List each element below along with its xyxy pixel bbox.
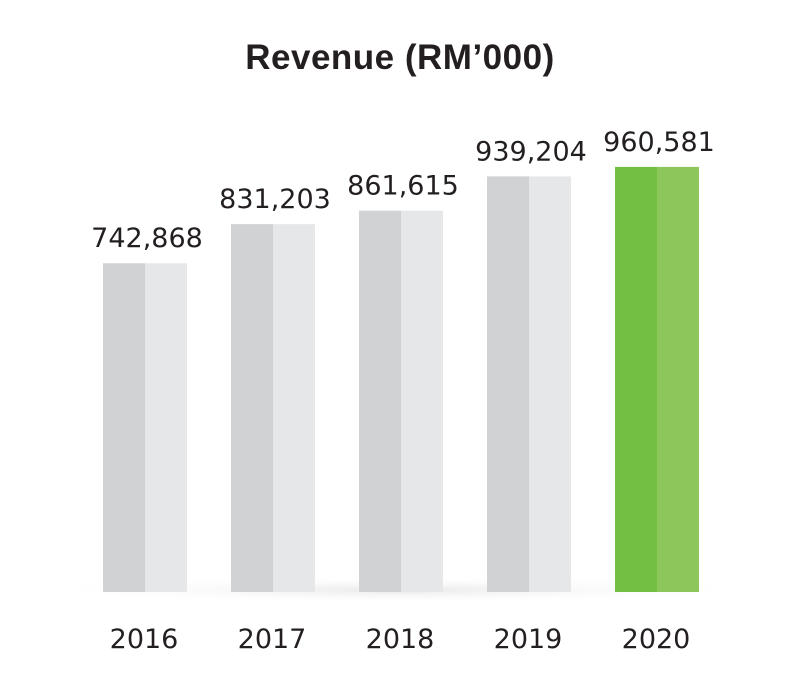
bars-group — [103, 166, 699, 593]
bar-2018 — [359, 210, 443, 593]
bar-2020 — [615, 166, 699, 592]
category-label-2018: 2018 — [366, 624, 435, 655]
value-label-2016: 742,868 — [91, 223, 203, 254]
value-label-2018: 861,615 — [347, 171, 459, 202]
bar-2017-right-face — [273, 224, 315, 592]
value-label-2020: 960,581 — [603, 127, 715, 158]
bar-2018-left-face — [359, 210, 401, 593]
bar-2020-right-face — [657, 166, 699, 592]
bar-2019-left-face — [487, 176, 529, 592]
category-label-2017: 2017 — [238, 624, 307, 655]
category-label-2019: 2019 — [494, 624, 563, 655]
category-labels-group: 2016 2017 2018 2019 2020 — [110, 624, 691, 655]
bar-2016-right-face — [145, 263, 187, 592]
category-label-2016: 2016 — [110, 624, 179, 655]
category-label-2020: 2020 — [622, 624, 691, 655]
value-label-2019: 939,204 — [475, 136, 587, 167]
bar-2019 — [487, 176, 571, 592]
bar-2018-right-face — [401, 210, 443, 593]
chart-title: Revenue (RM’000) — [245, 38, 555, 77]
bar-2019-right-face — [529, 176, 571, 592]
bar-2017-left-face — [231, 224, 273, 592]
bar-2017 — [231, 224, 315, 592]
bar-2020-left-face — [615, 166, 657, 592]
bar-2016-left-face — [103, 263, 145, 592]
value-label-2017: 831,203 — [219, 184, 331, 215]
value-labels-group: 742,868 831,203 861,615 939,204 960,581 — [91, 127, 715, 254]
bar-2016 — [103, 263, 187, 592]
